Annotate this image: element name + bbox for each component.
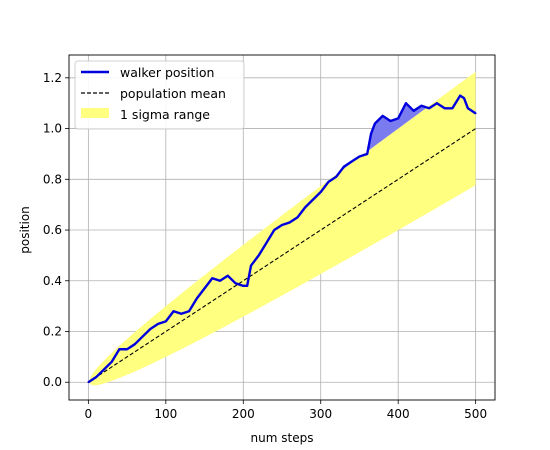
walker-point-1 — [95, 376, 98, 379]
walker-point-8 — [149, 328, 152, 330]
walker-point-36 — [358, 155, 361, 158]
walker-point-24 — [265, 241, 268, 244]
walker-point-5 — [126, 348, 128, 351]
walker-point-45 — [420, 104, 423, 107]
legend-mean-label: population mean — [120, 86, 226, 101]
walker-point-10 — [164, 320, 167, 323]
legend-sigma-label: 1 sigma range — [120, 107, 210, 122]
axes — [68, 54, 496, 401]
walker-point-50 — [459, 94, 462, 97]
ticks: 0 100 200 300 400 500 0.0 0.2 0.4 0.6 0.8 1.0 1.2 — [43, 71, 487, 421]
walker-point-42 — [397, 117, 400, 120]
walker-point-12 — [180, 312, 183, 315]
walker-point-46 — [428, 107, 431, 110]
walker-point-3 — [110, 361, 113, 363]
walker-point-17 — [219, 279, 221, 282]
y-tick-label-5: 1.0 — [43, 122, 62, 136]
y-tick-label-0: 0.0 — [43, 375, 62, 389]
walker-point-20 — [242, 284, 245, 287]
x-tick-label-0: 0 — [85, 407, 93, 421]
walker-point-49 — [451, 107, 454, 110]
sigma-band — [88, 71, 476, 386]
walker-point-25 — [273, 229, 276, 231]
x-axis-label: num steps — [251, 431, 314, 445]
walker-point-53 — [474, 112, 477, 115]
y-tick-label-6: 1.2 — [43, 71, 62, 85]
walker-point-40 — [381, 114, 384, 117]
walker-point-4 — [118, 348, 121, 351]
x-tick-label-4: 400 — [387, 407, 410, 421]
y-axis-label: position — [18, 206, 32, 254]
walker-point-39 — [374, 122, 376, 125]
legend-sigma-swatch — [81, 108, 109, 118]
x-tick-label-3: 300 — [309, 407, 332, 421]
y-tick-label-2: 0.4 — [43, 274, 62, 288]
walker-point-38 — [370, 132, 372, 135]
walker-point-28 — [296, 216, 299, 219]
walker-point-14 — [195, 297, 198, 300]
walker-point-52 — [466, 107, 469, 110]
walker-point-35 — [350, 160, 353, 163]
walker-point-18 — [226, 274, 229, 277]
legend-frame — [74, 60, 245, 130]
walker-point-2 — [102, 368, 105, 371]
walker-point-27 — [288, 221, 291, 224]
walker-point-30 — [312, 198, 314, 201]
walker-point-21 — [246, 284, 249, 287]
walker-point-47 — [436, 102, 438, 105]
walker-point-15 — [203, 287, 206, 290]
x-tick-label-1: 100 — [154, 407, 177, 421]
walker-point-34 — [343, 165, 345, 168]
walker-point-48 — [443, 107, 446, 110]
walker-point-7 — [141, 335, 144, 338]
walker-point-43 — [405, 102, 407, 105]
x-tick-label-2: 200 — [232, 407, 255, 421]
walker-point-41 — [389, 120, 392, 122]
plot-area — [87, 71, 477, 386]
walker-point-9 — [157, 322, 159, 325]
walker-point-6 — [133, 343, 136, 346]
y-tick-label-3: 0.6 — [43, 223, 62, 237]
walker-point-0 — [87, 381, 90, 384]
walker-position-line — [87, 94, 477, 384]
walker-point-32 — [327, 180, 330, 183]
legend: walker position population mean 1 sigma … — [74, 60, 245, 130]
above-band-fill-1 — [367, 103, 427, 151]
axes-frame — [68, 54, 496, 401]
y-tick-label-4: 0.8 — [43, 172, 62, 186]
walker-point-33 — [335, 175, 338, 178]
population-mean-line — [88, 128, 476, 383]
walker-point-26 — [281, 224, 283, 226]
y-tick-label-1: 0.2 — [43, 325, 62, 339]
walker-point-13 — [188, 310, 190, 313]
walker-point-16 — [211, 277, 214, 280]
walker-point-37 — [366, 153, 369, 155]
walker-point-44 — [412, 109, 415, 112]
walker-point-51 — [463, 97, 465, 100]
x-tick-label-5: 500 — [464, 407, 487, 421]
walker-point-22 — [250, 264, 252, 267]
walker-point-31 — [319, 191, 322, 193]
legend-walker-label: walker position — [120, 65, 214, 80]
walker-point-23 — [257, 254, 260, 257]
walker-point-11 — [172, 310, 175, 313]
walker-point-19 — [234, 282, 237, 285]
walker-point-29 — [304, 206, 307, 209]
